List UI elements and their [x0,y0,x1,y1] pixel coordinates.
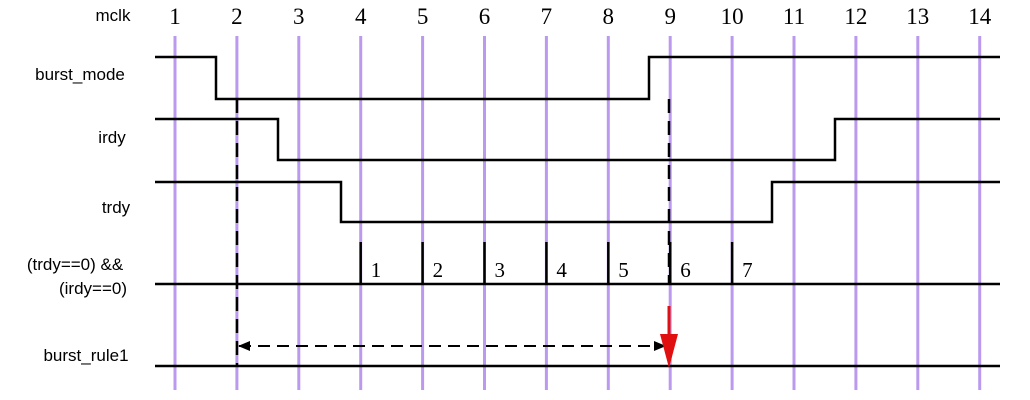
irdy-waveform [155,117,1000,162]
mclk-label: mclk [96,6,131,25]
condition-count-5: 5 [618,258,629,282]
condition-count-ticks: 1 2 3 4 5 6 7 [359,242,753,284]
clock-cycle-numbers: 1 2 3 4 5 6 7 8 9 10 11 12 13 14 [169,4,991,29]
condition-count-7: 7 [742,258,753,282]
clock-cycle-13: 13 [906,4,929,29]
clock-cycle-2: 2 [231,4,243,29]
condition-count-4: 4 [556,258,567,282]
condition-count-3: 3 [495,258,506,282]
clock-cycle-1: 1 [169,4,181,29]
clock-cycle-14: 14 [968,4,992,29]
clock-cycle-8: 8 [603,4,615,29]
assertion-arrow-head [660,334,678,368]
condition-label-line2: (irdy==0) [59,279,127,298]
clock-grid-lines [173,36,982,390]
trdy-waveform [155,180,1000,224]
clock-cycle-7: 7 [541,4,553,29]
clock-cycle-3: 3 [293,4,305,29]
clock-cycle-4: 4 [355,4,367,29]
clock-cycle-6: 6 [479,4,491,29]
condition-count-6: 6 [680,258,691,282]
burst-mode-waveform [155,55,1000,101]
clock-cycle-12: 12 [844,4,867,29]
condition-label-line1: (trdy==0) && [27,255,124,274]
burst-mode-label: burst_mode [35,65,125,84]
condition-count-1: 1 [371,258,382,282]
clock-cycle-5: 5 [417,4,429,29]
trdy-label: trdy [102,198,131,217]
clock-cycle-11: 11 [783,4,805,29]
clock-cycle-9: 9 [664,4,676,29]
irdy-label: irdy [98,128,126,147]
clock-cycle-10: 10 [721,4,744,29]
condition-count-2: 2 [433,258,444,282]
burst-rule1-label: burst_rule1 [43,346,128,365]
